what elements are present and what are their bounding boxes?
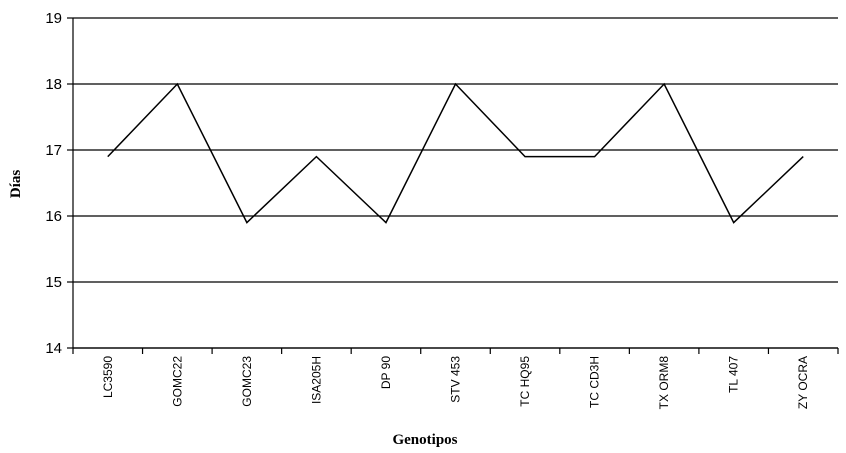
y-tick-label-19: 19 [45, 10, 62, 27]
x-tick-label: TC HQ95 [518, 356, 532, 407]
y-tick-label-16: 16 [45, 208, 62, 225]
series-line-0 [107, 82, 804, 224]
y-tick-label-17: 17 [45, 142, 62, 159]
x-tick-labels: LC3590 GOMC22 GOMC23 ISA205H DP 90 STV 453 TC … [101, 356, 810, 410]
x-tick-label: STV 453 [449, 356, 463, 403]
y-axis-label: Días [8, 170, 24, 199]
x-tick-label: LC3590 [101, 356, 115, 398]
x-axis-label: Genotipos [392, 432, 457, 448]
y-tick-labels: 14 15 16 17 18 19 [45, 10, 62, 357]
x-tick-label: TX ORM8 [657, 356, 671, 410]
series-layer [107, 82, 804, 224]
y-tick-label-18: 18 [45, 76, 62, 93]
x-tick-label: ZY OCRA [796, 356, 810, 409]
x-tick-label: TC CD3H [588, 356, 602, 408]
y-tick-label-14: 14 [45, 340, 62, 357]
axes [67, 17, 839, 354]
x-tick-label: GOMC23 [240, 356, 254, 407]
y-tick-label-15: 15 [45, 274, 62, 291]
x-tick-label: GOMC22 [170, 356, 184, 407]
grid-lines [73, 17, 838, 349]
x-tick-label: TL 407 [727, 356, 741, 393]
x-tick-label: DP 90 [379, 356, 393, 389]
x-tick-label: ISA205H [309, 356, 323, 404]
